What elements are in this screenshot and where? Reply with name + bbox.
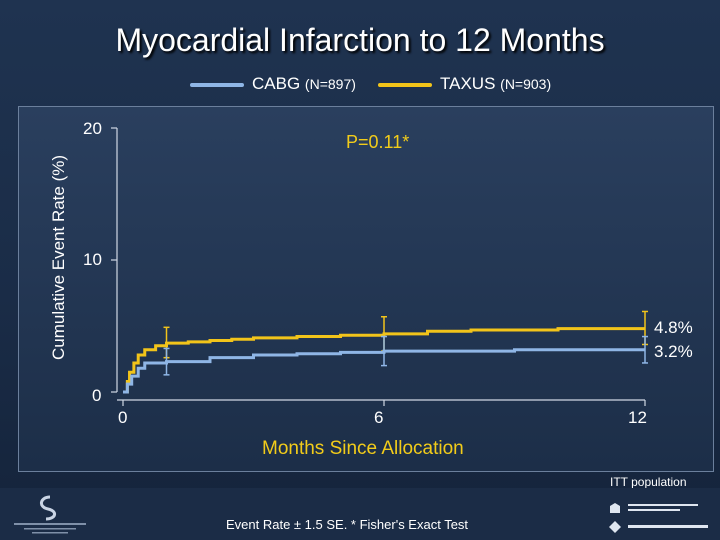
x-tick-label: 0 [118,408,128,427]
itt-note: ITT population [610,475,687,489]
chart-axes [111,127,646,406]
x-tick-label: 12 [628,408,647,427]
legend-item-cabg: CABG (N=897) [190,74,356,94]
chart-legend: CABG (N=897) TAXUS (N=903) [0,74,720,98]
y-tick-label: 0 [92,386,102,405]
y-tick-label: 10 [83,250,102,269]
legend-label-cabg: CABG [252,74,301,93]
cabg-series-line [123,348,645,394]
footer-bar [0,488,720,540]
chart-series [123,310,648,394]
legend-swatch-taxus [378,82,432,87]
foundation-logo-icon [14,495,86,534]
legend-swatch-cabg [190,82,244,87]
y-tick-label: 20 [83,119,102,138]
x-tick-label: 6 [374,408,384,427]
p-value-annotation: P=0.11* [346,132,410,152]
slide-title: Myocardial Infarction to 12 Months [115,22,605,58]
legend-item-taxus: TAXUS (N=903) [378,74,551,94]
footnote: Event Rate ± 1.5 SE. * Fisher's Exact Te… [226,517,469,532]
legend-label-taxus: TAXUS [440,74,496,93]
x-axis-title: Months Since Allocation [262,438,464,459]
taxus-series-line [123,327,645,394]
taxus-end-label: 4.8% [654,318,693,337]
chart-panel [18,106,714,472]
legend-n-taxus: (N=903) [500,76,552,92]
hospital-logo-icon [608,498,714,536]
legend-n-cabg: (N=897) [304,76,356,92]
cabg-end-label: 3.2% [654,342,693,361]
